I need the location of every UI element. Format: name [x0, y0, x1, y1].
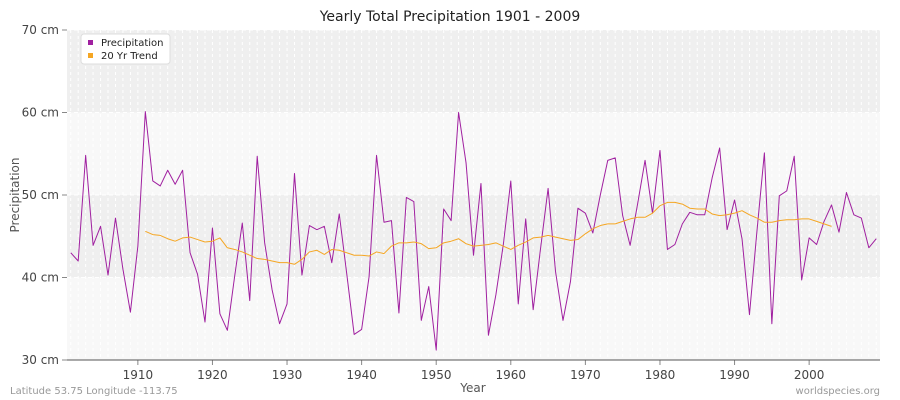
x-tick-label: 1960 — [496, 368, 527, 382]
y-tick-label: 30 cm — [22, 353, 59, 367]
x-tick-label: 1990 — [719, 368, 750, 382]
x-tick-label: 1970 — [570, 368, 601, 382]
y-tick-label: 70 cm — [22, 23, 59, 37]
chart-title: Yearly Total Precipitation 1901 - 2009 — [319, 9, 581, 25]
x-axis-title: Year — [459, 381, 485, 395]
x-tick-label: 1980 — [645, 368, 676, 382]
source-label: worldspecies.org — [796, 386, 880, 397]
legend-label-trend: 20 Yr Trend — [101, 51, 158, 62]
x-tick-label: 1920 — [197, 368, 228, 382]
x-tick-label: 1930 — [272, 368, 303, 382]
location-label: Latitude 53.75 Longitude -113.75 — [10, 386, 178, 397]
y-axis: 30 cm 40 cm 50 cm 60 cm 70 cm — [22, 23, 67, 367]
precipitation-line — [70, 111, 877, 351]
x-tick-label: 2000 — [794, 368, 825, 382]
trend-line — [145, 201, 832, 265]
x-tick-label: 1940 — [346, 368, 377, 382]
legend: Precipitation 20 Yr Trend — [80, 33, 171, 65]
legend-label-precipitation: Precipitation — [101, 38, 164, 49]
y-tick-label: 40 cm — [22, 271, 59, 285]
x-tick-label: 1950 — [421, 368, 452, 382]
legend-swatch-trend — [88, 53, 93, 58]
grid-lines — [67, 29, 880, 361]
x-tick-label: 1910 — [123, 368, 154, 382]
y-tick-label: 60 cm — [22, 106, 59, 120]
legend-swatch-precipitation — [88, 40, 93, 45]
y-tick-label: 50 cm — [22, 188, 59, 202]
y-axis-title: Precipitation — [8, 157, 22, 232]
x-axis: 1910 1920 1930 1940 1950 1960 1970 1980 1990 2000 — [123, 360, 825, 382]
legend-box — [80, 33, 171, 65]
series-group — [70, 111, 877, 351]
